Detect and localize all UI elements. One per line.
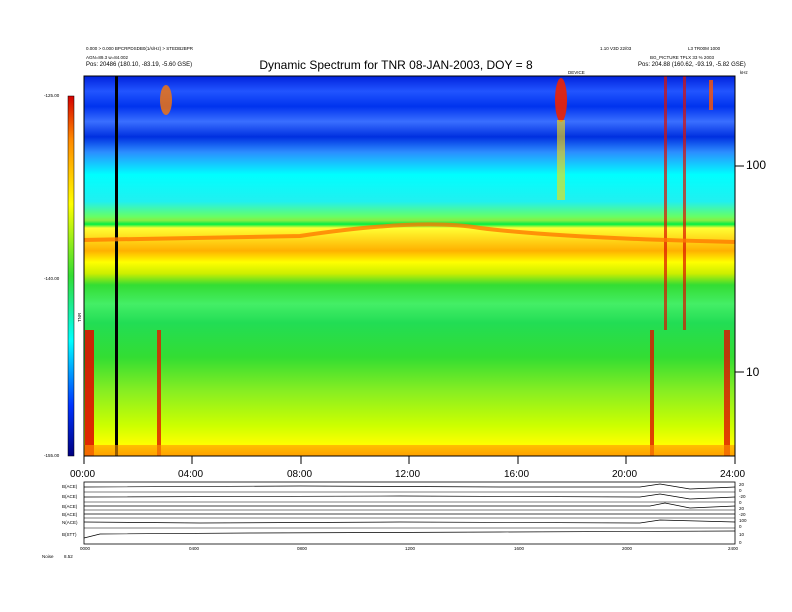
trace-bace-1 [83,483,736,490]
y-tick-10: 10 [746,365,760,379]
header-left-line2: AGN=89.3 w=84.002 [86,55,129,60]
y-tick-100: 100 [746,158,767,172]
bottom-x-tick-6: 2400 [728,546,739,551]
trace-bace-2 [83,493,736,500]
plasma-line [83,222,736,244]
emission-0250-top [160,85,172,115]
bottom-x-tick-2: 0800 [297,546,308,551]
right-tick-9: 10 [739,532,745,537]
right-tick-4: 0 [739,500,742,505]
header-right-line4: Pos: 204.88 (160.62, -93.19, -5.82 GSE) [638,62,746,68]
right-tick-8: 0 [739,524,742,529]
emission-late-3 [683,76,686,330]
emission-band [84,445,735,456]
header-left-line1: 0.000 > 0.000 BPCRPDSDB0(1/s/Hz) > STEDB… [86,46,194,51]
emission-late-5 [724,330,730,456]
emission-late-2 [664,76,667,330]
x-tick-0000: 00:00 [70,469,96,480]
panel-label-2: B(ACE) [62,494,78,499]
right-tick-10: 0 [739,540,742,545]
emission-1735 [555,78,567,122]
footer-value: 8.52 [64,554,73,559]
emission-late-4 [709,80,713,110]
panel-label-5: N(ACE) [62,520,78,525]
x-tick-2400: 24:00 [720,469,746,480]
bottom-x-tick-3: 1200 [405,546,416,551]
x-tick-2000: 20:00 [612,469,638,480]
trace-bace-3 [84,502,736,509]
trace-nace [83,519,736,524]
header-left-line3: Pos: 20486 (180.10, -83.19, -5.60 GSE) [86,62,193,68]
khz-label: kHz [740,70,748,75]
colorbar [67,95,75,457]
right-tick-6: -20 [739,512,746,517]
header-right-line1: 1.10 V3D 22/03 [600,46,632,51]
panel-label-3: B(ACE) [62,504,78,509]
right-tick-3: -20 [739,494,746,499]
data-gap-line [115,76,118,456]
trace-bstt [83,530,736,539]
spectrogram-plot [84,76,735,456]
panel-label-1: B(ACE) [62,484,78,489]
x-tick-0800: 08:00 [287,469,313,480]
colorbar-label-mid: -140.00 [44,276,60,281]
colorbar-label-top: -125.00 [44,93,60,98]
emission-left-edge [85,330,94,456]
x-tick-1200: 12:00 [395,469,421,480]
bottom-x-tick-4: 1600 [514,546,525,551]
x-tick-0400: 04:00 [178,469,204,480]
panel-label-6: B(STT) [62,532,77,537]
emission-0250 [157,330,161,456]
bottom-x-tick-5: 2000 [622,546,633,551]
bottom-panel-frame [83,481,736,545]
right-tick-1: 20 [739,482,745,487]
marker-label: DEVICE [568,70,585,75]
right-tick-5: 20 [739,506,745,511]
right-tick-7: 100 [739,518,747,523]
header-right-line2: L3 TR00M 1000 [688,46,721,51]
colorbar-label-bottom: -155.00 [44,453,60,458]
x-tick-1600: 16:00 [504,469,530,480]
bottom-x-tick-1: 0400 [189,546,200,551]
header-right-line3: BG_PICTURE TPLX 33 % 2003 [650,55,714,60]
footer-label: Noise [42,554,54,559]
chart-title: Dynamic Spectrum for TNR 08-JAN-2003, DO… [259,58,533,72]
right-tick-2: 0 [739,488,742,493]
panel-label-4: B(ACE) [62,512,78,517]
emission-late-1 [650,330,654,456]
bottom-x-tick-0: 0000 [80,546,91,551]
emission-1735-stripe [557,120,565,200]
